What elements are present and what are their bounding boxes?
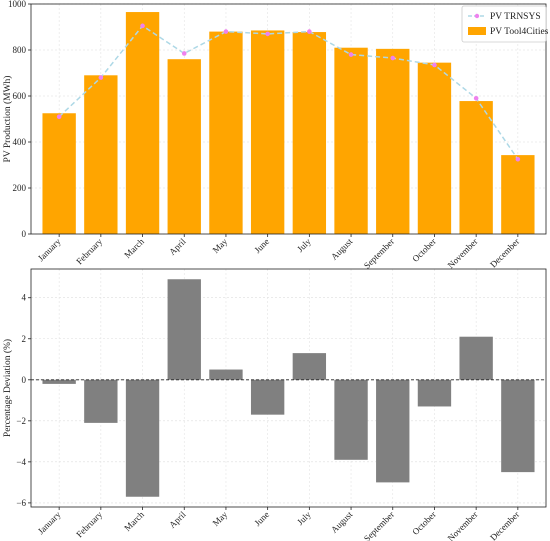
deviation-bar-march [125, 379, 160, 497]
trnsys-point-december [515, 156, 521, 162]
deviation-y-ticks: −6 −4 −2 0 2 4 [16, 293, 31, 508]
legend-tool4cities-label: PV Tool4Cities [490, 27, 549, 37]
deviation-bar-october [417, 379, 452, 407]
production-ytick-label: 200 [13, 183, 27, 193]
deviation-ytick-label: 0 [22, 375, 27, 385]
production-xtick-label-august: August [329, 236, 355, 262]
tool4cities-bar-april [167, 59, 201, 235]
production-xtick-label-march: March [122, 236, 146, 260]
deviation-xtick-label-july: July [295, 509, 313, 527]
tool4cities-bar-february [84, 75, 118, 234]
trnsys-line [56, 23, 521, 162]
production-y-ticks: 0 200 400 600 800 1000 [8, 0, 31, 239]
tool4cities-bar-july [292, 32, 327, 235]
deviation-bar-november [459, 336, 493, 380]
deviation-xtick-label-february: February [74, 509, 104, 539]
production-y-axis-label: PV Production (MWh) [2, 76, 13, 163]
deviation-ytick-label: 2 [22, 334, 27, 344]
deviation-bar-july [292, 353, 327, 380]
trnsys-point-october [432, 62, 437, 68]
production-bars [42, 12, 535, 235]
production-xtick-label-may: May [211, 236, 230, 255]
production-ytick-label: 600 [13, 91, 27, 101]
deviation-bar-december [501, 379, 535, 473]
deviation-x-ticks: January February March April May June July Augu… [36, 507, 521, 541]
deviation-y-axis-label: Percentage Deviation (%) [2, 339, 13, 437]
tool4cities-bar-january [42, 113, 76, 234]
trnsys-point-september [390, 55, 396, 61]
trnsys-point-june [265, 31, 270, 37]
production-x-ticks: January February March April May June July Augu… [36, 234, 521, 271]
production-chart: 0 200 400 600 800 1000 January February March Ap… [2, 0, 549, 271]
tool4cities-bar-october [417, 62, 452, 235]
tool4cities-bar-march [125, 12, 160, 234]
production-xtick-label-june: June [252, 236, 271, 255]
tool4cities-bar-september [376, 48, 410, 234]
trnsys-point-july [307, 29, 312, 34]
deviation-ytick-label: −4 [16, 457, 26, 467]
production-xtick-label-september: September [362, 236, 396, 270]
production-xtick-label-july: July [295, 236, 313, 254]
deviation-bar-may [209, 369, 243, 380]
deviation-xtick-label-september: September [362, 509, 396, 541]
production-ytick-label: 400 [13, 137, 27, 147]
trnsys-point-august [348, 52, 354, 57]
deviation-bars [42, 279, 535, 497]
tool4cities-bar-november [459, 101, 493, 234]
deviation-bar-august [334, 379, 368, 460]
deviation-ytick-label: 4 [22, 293, 27, 303]
deviation-xtick-label-november: November [446, 509, 480, 541]
legend-trnsys-label: PV TRNSYS [490, 12, 541, 22]
production-xtick-label-january: January [36, 236, 63, 263]
legend-tool4cities-swatch [468, 27, 486, 35]
deviation-xtick-label-october: October [410, 509, 438, 537]
production-xtick-label-november: November [446, 236, 480, 270]
production-axes-frame [30, 3, 547, 235]
deviation-xtick-label-august: August [329, 509, 355, 535]
production-ytick-label: 0 [22, 229, 27, 239]
deviation-bar-february [84, 379, 118, 423]
production-ytick-label: 800 [13, 45, 27, 55]
deviation-xtick-label-june: June [252, 509, 271, 528]
trnsys-point-march [140, 23, 145, 29]
production-xtick-label-december: December [488, 236, 521, 269]
deviation-axes-frame [30, 268, 547, 508]
deviation-chart: −6 −4 −2 0 2 4 January February March April May Ju… [2, 268, 547, 541]
tool4cities-bar-august [334, 47, 368, 235]
trnsys-point-may [223, 29, 229, 34]
deviation-xtick-label-may: May [211, 509, 230, 528]
trnsys-series-line [58, 24, 519, 160]
legend-trnsys-marker-swatch [474, 13, 480, 19]
deviation-xtick-label-april: April [167, 509, 188, 530]
production-xtick-label-october: October [410, 236, 438, 264]
production-ytick-label: 1000 [8, 0, 27, 9]
deviation-bar-april [167, 279, 201, 380]
deviation-xtick-label-december: December [488, 509, 521, 541]
deviation-bar-june [250, 379, 285, 415]
trnsys-point-february [98, 75, 104, 80]
tool4cities-bar-may [209, 31, 243, 234]
production-xtick-label-april: April [167, 236, 188, 257]
tool4cities-bar-june [250, 30, 285, 235]
trnsys-point-april [181, 51, 187, 56]
deviation-xtick-label-january: January [36, 509, 63, 536]
deviation-ytick-label: −6 [16, 498, 26, 508]
tool4cities-bar-december [501, 155, 535, 234]
trnsys-point-november [473, 96, 479, 101]
deviation-ytick-label: −2 [16, 416, 26, 426]
deviation-xtick-label-march: March [122, 509, 146, 533]
deviation-bar-january [42, 379, 76, 384]
legend: PV TRNSYS PV Tool4Cities [461, 5, 549, 43]
deviation-bar-september [376, 379, 410, 483]
production-xtick-label-february: February [74, 236, 104, 266]
trnsys-point-january [56, 114, 62, 119]
